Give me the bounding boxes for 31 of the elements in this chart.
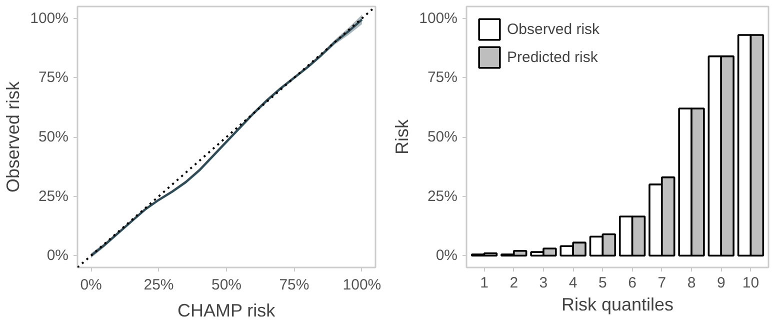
- x-tick-label: 3: [539, 274, 548, 292]
- legend-label: Predicted risk: [507, 48, 598, 68]
- x-tick-label: 9: [716, 274, 726, 292]
- x-axis-title: Risk quantiles: [561, 294, 674, 314]
- x-tick-label: 2: [510, 274, 518, 292]
- y-axis-title: Risk: [392, 118, 412, 154]
- y-tick-label: 25%: [427, 188, 458, 205]
- x-tick-label: 4: [568, 274, 578, 292]
- y-tick-label: 0%: [46, 247, 69, 264]
- x-tick-label: 6: [628, 274, 636, 292]
- y-tick-label: 50%: [38, 128, 69, 146]
- x-tick-label: 75%: [279, 276, 310, 294]
- x-tick-label: 5: [598, 274, 607, 292]
- y-tick-label: 50%: [427, 128, 458, 146]
- y-tick-label: 100%: [30, 10, 69, 27]
- x-tick-label: 0%: [80, 276, 102, 294]
- x-tick-label: 100%: [342, 276, 382, 294]
- x-tick-label: 1: [480, 274, 488, 292]
- y-tick-label: 75%: [427, 69, 458, 86]
- y-axis-title: Observed risk: [3, 80, 24, 193]
- y-tick-label: 0%: [436, 247, 458, 264]
- x-tick-label: 50%: [211, 276, 242, 294]
- x-tick-label: 7: [658, 274, 666, 292]
- legend-label: Observed risk: [507, 20, 600, 40]
- x-tick-label: 25%: [144, 276, 174, 294]
- x-axis-title: CHAMP risk: [178, 300, 276, 320]
- y-tick-label: 25%: [38, 188, 69, 205]
- y-tick-label: 75%: [38, 69, 69, 86]
- x-tick-label: 10: [742, 274, 760, 292]
- x-tick-label: 8: [687, 274, 696, 292]
- y-tick-label: 100%: [419, 10, 458, 27]
